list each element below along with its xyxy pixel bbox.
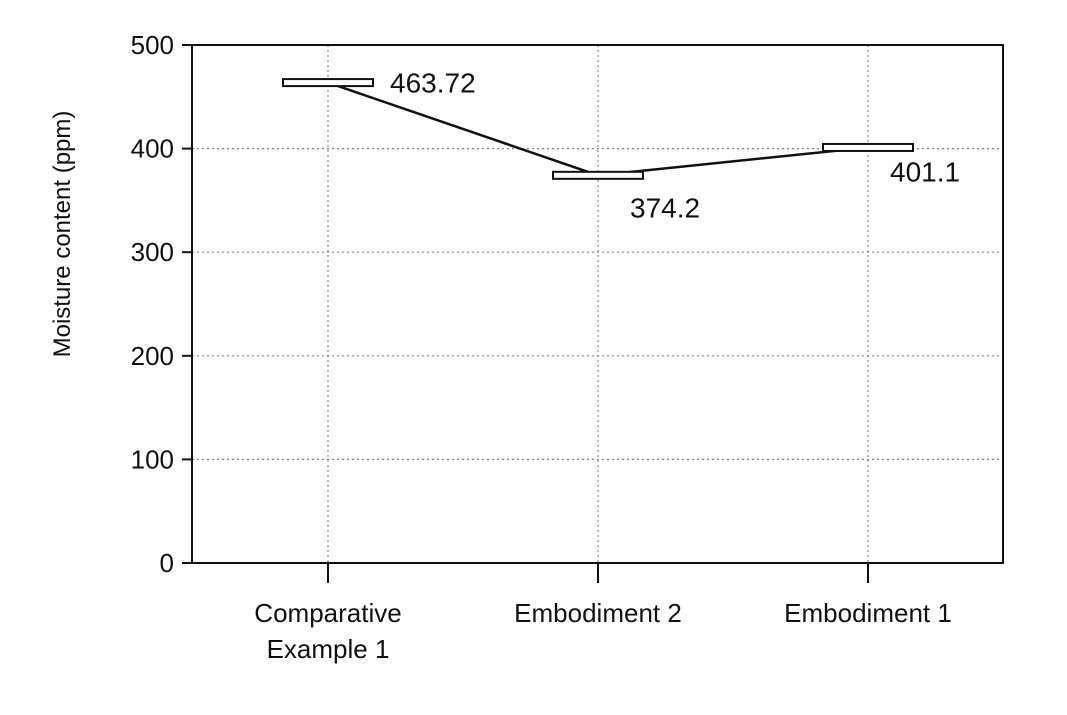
x-tick-label: Embodiment 2 — [514, 598, 682, 628]
y-tick-label: 400 — [131, 134, 174, 164]
y-tick-label: 500 — [131, 30, 174, 60]
x-axis: Comparative Example 1 Embodiment 2 Embodime… — [254, 563, 952, 664]
y-axis: 0 100 200 300 400 500 — [131, 30, 192, 578]
data-point-marker — [553, 172, 643, 179]
x-tick-label: Example 1 — [267, 634, 390, 664]
data-label: 463.72 — [390, 68, 476, 99]
data-label: 401.1 — [890, 156, 960, 187]
y-axis-title: Moisture content (ppm) — [49, 111, 76, 358]
y-tick-label: 100 — [131, 444, 174, 474]
y-tick-label: 300 — [131, 237, 174, 267]
x-tick-label: Comparative — [254, 598, 401, 628]
x-tick-label: Embodiment 1 — [784, 598, 952, 628]
data-point-marker — [283, 79, 373, 86]
data-point-marker — [823, 144, 913, 151]
y-tick-label: 0 — [160, 548, 174, 578]
y-tick-label: 200 — [131, 341, 174, 371]
series-moisture: 463.72 374.2 401.1 — [283, 68, 960, 224]
data-label: 374.2 — [630, 192, 700, 223]
grid-lines — [192, 45, 1003, 563]
